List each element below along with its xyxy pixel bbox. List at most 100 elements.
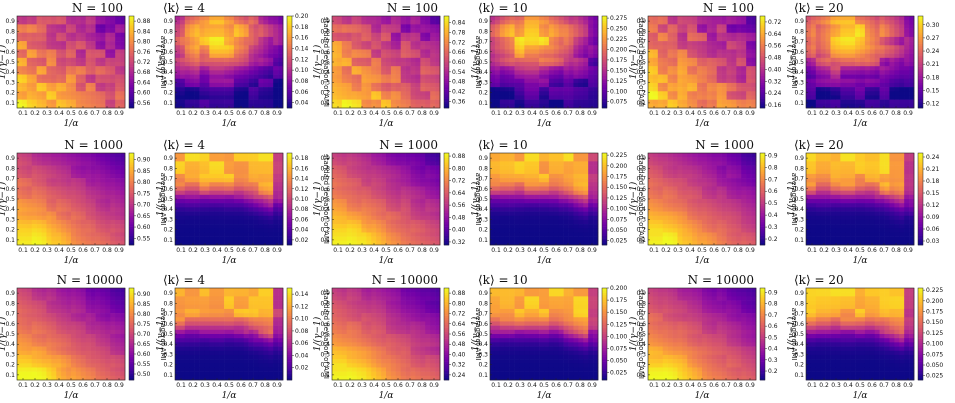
heatmap-cell bbox=[351, 103, 357, 109]
heatmap-cell bbox=[90, 224, 96, 229]
heatmap-cell bbox=[746, 49, 752, 54]
heatmap-cell bbox=[810, 87, 817, 92]
x-tick-label: 0.9 bbox=[587, 110, 597, 117]
heatmap-cell bbox=[514, 74, 520, 80]
panel-title: N = 100 bbox=[703, 1, 754, 15]
heatmap-cell bbox=[909, 53, 915, 59]
heatmap-cell bbox=[706, 82, 713, 88]
colorbar-segment bbox=[129, 199, 134, 202]
heatmap-cell bbox=[386, 103, 392, 109]
heatmap-cell bbox=[233, 32, 240, 38]
heatmap-cell bbox=[341, 157, 348, 162]
heatmap-cell bbox=[361, 203, 367, 208]
heatmap-cell bbox=[120, 99, 126, 105]
heatmap-cell bbox=[110, 45, 116, 50]
colorbar-segment bbox=[918, 64, 923, 67]
heatmap-cell bbox=[56, 62, 62, 67]
heatmap-cell bbox=[80, 99, 87, 105]
heatmap-cell bbox=[731, 66, 737, 71]
heatmap-cell bbox=[682, 70, 688, 75]
panel-title: ⟨k⟩ = 4 bbox=[163, 138, 205, 152]
heatmap-cell bbox=[840, 20, 846, 25]
heatmap-cell bbox=[71, 186, 77, 191]
heatmap-cell bbox=[855, 95, 861, 100]
heatmap-cell bbox=[26, 173, 33, 179]
heatmap-cell bbox=[519, 70, 525, 75]
heatmap-cell bbox=[80, 91, 87, 96]
heatmap-cell bbox=[115, 165, 121, 171]
heatmap-cell bbox=[248, 199, 254, 204]
heatmap-cell bbox=[746, 82, 752, 88]
heatmap-cell bbox=[860, 82, 866, 88]
heatmap-cell bbox=[548, 66, 555, 71]
heatmap-cell bbox=[874, 78, 880, 84]
heatmap-cell bbox=[90, 232, 96, 237]
heatmap-cell bbox=[697, 28, 703, 34]
heatmap-cell bbox=[175, 165, 181, 171]
heatmap-cell bbox=[904, 20, 910, 25]
heatmap-cell bbox=[815, 49, 822, 54]
heatmap-cell bbox=[61, 91, 67, 96]
heatmap-cell bbox=[390, 228, 397, 233]
heatmap-cell bbox=[425, 74, 431, 80]
heatmap-cell bbox=[341, 53, 348, 59]
heatmap-cell bbox=[273, 57, 279, 63]
colorbar-tick-label: 0.04 bbox=[295, 100, 309, 107]
heatmap-cell bbox=[351, 74, 357, 80]
heatmap-cell bbox=[110, 20, 116, 25]
heatmap-cell bbox=[874, 28, 880, 34]
heatmap-cell bbox=[652, 70, 659, 75]
heatmap-cell bbox=[376, 211, 382, 217]
heatmap-cell bbox=[194, 203, 200, 208]
heatmap-cell bbox=[568, 36, 574, 42]
y-tick-label: 0.6 bbox=[320, 49, 330, 56]
heatmap-cell bbox=[46, 32, 52, 38]
colorbar-tick-label: 0.27 bbox=[926, 35, 940, 42]
heatmap-cell bbox=[519, 62, 525, 67]
heatmap-cell bbox=[356, 57, 362, 63]
heatmap-cell bbox=[366, 194, 372, 200]
heatmap-cell bbox=[238, 207, 245, 212]
heatmap-cell bbox=[253, 215, 259, 221]
heatmap-cell bbox=[648, 82, 654, 88]
heatmap-cell bbox=[258, 173, 264, 179]
heatmap-cell bbox=[95, 16, 101, 21]
heatmap-cell bbox=[224, 32, 230, 38]
heatmap-cell bbox=[835, 53, 841, 59]
heatmap-cell bbox=[346, 74, 352, 80]
heatmap-cell bbox=[697, 53, 703, 59]
heatmap-cell bbox=[879, 82, 885, 88]
heatmap-cell bbox=[672, 95, 678, 100]
heatmap-cell bbox=[736, 103, 742, 109]
heatmap-cell bbox=[263, 169, 269, 175]
heatmap-cell bbox=[75, 190, 82, 196]
heatmap-cell bbox=[731, 45, 737, 50]
x-tick-label: 0.3 bbox=[42, 110, 52, 117]
heatmap-cell bbox=[21, 169, 28, 175]
heatmap-cell bbox=[229, 20, 235, 25]
heatmap-cell bbox=[273, 236, 279, 242]
heatmap-cell bbox=[95, 99, 101, 105]
heatmap-cell bbox=[899, 95, 905, 100]
heatmap-cell bbox=[36, 78, 42, 84]
heatmap-cell bbox=[405, 28, 411, 34]
colorbar-segment bbox=[287, 32, 292, 35]
heatmap-cell bbox=[593, 95, 599, 100]
heatmap-cell bbox=[80, 182, 87, 187]
heatmap-cell bbox=[243, 178, 249, 183]
heatmap-cell bbox=[175, 182, 181, 187]
heatmap-cell bbox=[346, 70, 352, 75]
heatmap-cell bbox=[224, 203, 230, 208]
heatmap-cell bbox=[371, 41, 377, 46]
colorbar-segment bbox=[602, 78, 607, 81]
heatmap-cell bbox=[820, 24, 826, 29]
heatmap-cell bbox=[214, 165, 220, 171]
heatmap-cell bbox=[341, 219, 348, 225]
heatmap-cell bbox=[51, 190, 57, 196]
heatmap-cell bbox=[662, 53, 668, 59]
heatmap-cell bbox=[71, 36, 77, 42]
heatmap-cell bbox=[21, 45, 28, 50]
heatmap-cell bbox=[36, 173, 42, 179]
heatmap-cell bbox=[356, 91, 362, 96]
heatmap-cell bbox=[845, 82, 851, 88]
